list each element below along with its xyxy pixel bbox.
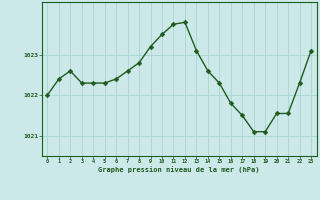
X-axis label: Graphe pression niveau de la mer (hPa): Graphe pression niveau de la mer (hPa) xyxy=(99,167,260,173)
